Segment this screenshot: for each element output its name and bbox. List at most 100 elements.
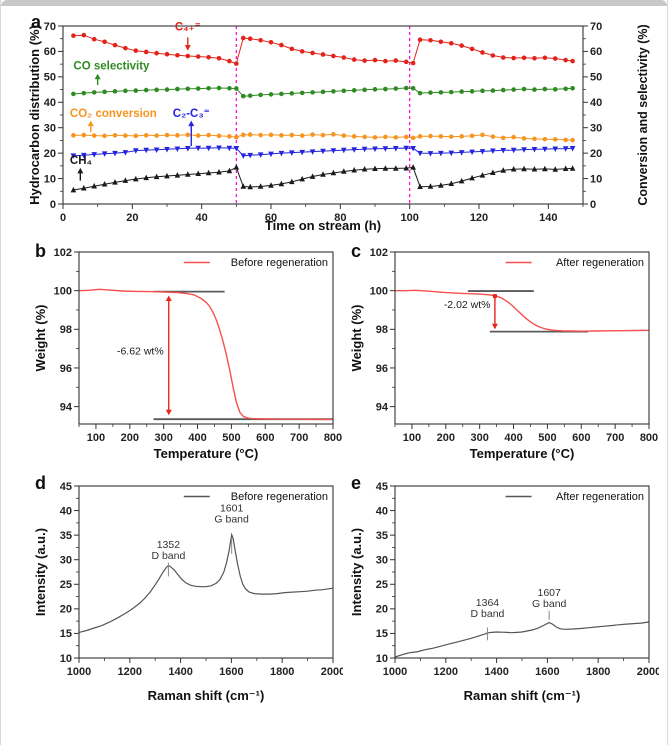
svg-text:10: 10 [44,173,56,185]
svg-text:94: 94 [376,401,389,413]
svg-text:96: 96 [376,363,388,375]
svg-text:100: 100 [87,432,105,444]
svg-text:10: 10 [376,653,388,665]
svg-text:700: 700 [606,432,624,444]
svg-text:30: 30 [376,555,388,567]
svg-text:102: 102 [54,247,72,259]
svg-text:30: 30 [44,123,56,135]
svg-text:Weight (%): Weight (%) [349,305,364,372]
svg-text:60: 60 [265,212,277,224]
window-top-edge [1,0,667,6]
panel-d-chart: 1000 1200 1400 1600 1800 2000 10 15 20 25 30 35 40 45… [33,481,343,703]
svg-text:1200: 1200 [434,666,458,678]
svg-text:20: 20 [590,148,602,160]
svg-text:Hydrocarbon distribution (%): Hydrocarbon distribution (%) [27,25,42,205]
svg-text:10: 10 [590,173,602,185]
svg-text:200: 200 [121,432,139,444]
svg-text:800: 800 [324,432,342,444]
svg-text:Raman shift (cm⁻¹): Raman shift (cm⁻¹) [148,688,265,703]
svg-text:200: 200 [437,432,455,444]
svg-text:1352: 1352 [157,539,181,551]
svg-text:-6.62 wt%: -6.62 wt% [117,345,164,357]
svg-text:35: 35 [60,530,72,542]
svg-text:40: 40 [44,97,56,109]
svg-text:700: 700 [290,432,308,444]
svg-text:45: 45 [376,481,388,493]
panel-c-chart: 100 200 300 400 500 600 700 800 94 96 98 100 102 -2.0… [349,247,658,461]
svg-text:20: 20 [126,212,138,224]
svg-text:0: 0 [590,199,596,211]
svg-text:102: 102 [370,247,388,259]
svg-text:Raman shift (cm⁻¹): Raman shift (cm⁻¹) [464,688,581,703]
svg-text:100: 100 [403,432,421,444]
svg-text:0: 0 [50,199,56,211]
svg-text:80: 80 [334,212,346,224]
svg-text:600: 600 [572,432,590,444]
svg-text:1601: 1601 [220,503,244,515]
svg-text:D band: D band [471,608,505,620]
svg-text:50: 50 [590,72,602,84]
svg-text:1607: 1607 [537,587,561,599]
svg-text:G band: G band [214,514,249,526]
svg-text:50: 50 [44,72,56,84]
svg-text:Weight (%): Weight (%) [33,305,48,372]
svg-text:Intensity (a.u.): Intensity (a.u.) [349,528,364,616]
svg-text:2000: 2000 [637,666,659,678]
svg-text:25: 25 [376,579,388,591]
svg-text:30: 30 [60,555,72,567]
svg-text:CO selectivity: CO selectivity [73,61,150,73]
svg-text:10: 10 [60,653,72,665]
svg-text:100: 100 [54,285,72,297]
panel-e-chart: 1000 1200 1400 1600 1800 2000 10 15 20 25 30 35 40 45… [349,481,659,703]
svg-text:70: 70 [590,21,602,33]
svg-text:CH₄: CH₄ [70,155,92,167]
svg-text:30: 30 [590,123,602,135]
svg-text:1364: 1364 [476,597,500,609]
svg-text:0: 0 [60,212,66,224]
svg-text:1400: 1400 [484,666,508,678]
panel-b-label: b [35,241,46,261]
svg-text:60: 60 [590,46,602,58]
svg-text:100: 100 [370,285,388,297]
svg-text:98: 98 [376,324,388,336]
svg-text:400: 400 [188,432,206,444]
svg-text:300: 300 [154,432,172,444]
svg-text:140: 140 [539,212,557,224]
svg-text:20: 20 [60,604,72,616]
svg-text:1000: 1000 [67,666,91,678]
svg-text:Before regeneration: Before regeneration [231,257,328,269]
panel-a-label: a [31,12,42,32]
svg-text:25: 25 [60,579,72,591]
svg-text:40: 40 [196,212,208,224]
svg-text:G band: G band [532,598,567,610]
svg-text:300: 300 [470,432,488,444]
panel-b-chart: 100 200 300 400 500 600 700 800 94 96 98 100 102 -6.6… [33,247,342,461]
svg-text:After regeneration: After regeneration [556,257,644,269]
svg-text:40: 40 [376,505,388,517]
svg-text:Temperature (°C): Temperature (°C) [154,446,259,461]
svg-text:500: 500 [538,432,556,444]
svg-text:45: 45 [60,481,72,493]
svg-text:15: 15 [60,628,72,640]
svg-text:1600: 1600 [535,666,559,678]
svg-text:40: 40 [590,97,602,109]
svg-text:35: 35 [376,530,388,542]
svg-text:Intensity (a.u.): Intensity (a.u.) [33,528,48,616]
svg-text:600: 600 [256,432,274,444]
svg-text:800: 800 [640,432,658,444]
svg-text:Conversion and selectivity (%): Conversion and selectivity (%) [636,24,650,205]
panel-c-label: c [351,241,362,261]
svg-text:1000: 1000 [383,666,407,678]
svg-text:1200: 1200 [118,666,142,678]
svg-text:500: 500 [222,432,240,444]
svg-text:C₂-C₃⁼: C₂-C₃⁼ [173,108,210,120]
svg-text:Before regeneration: Before regeneration [231,491,328,503]
svg-text:Time on stream (h): Time on stream (h) [265,218,381,233]
svg-text:1800: 1800 [586,666,610,678]
svg-text:20: 20 [376,604,388,616]
panel-d-label: d [35,473,46,493]
svg-text:40: 40 [60,505,72,517]
svg-text:1600: 1600 [219,666,243,678]
